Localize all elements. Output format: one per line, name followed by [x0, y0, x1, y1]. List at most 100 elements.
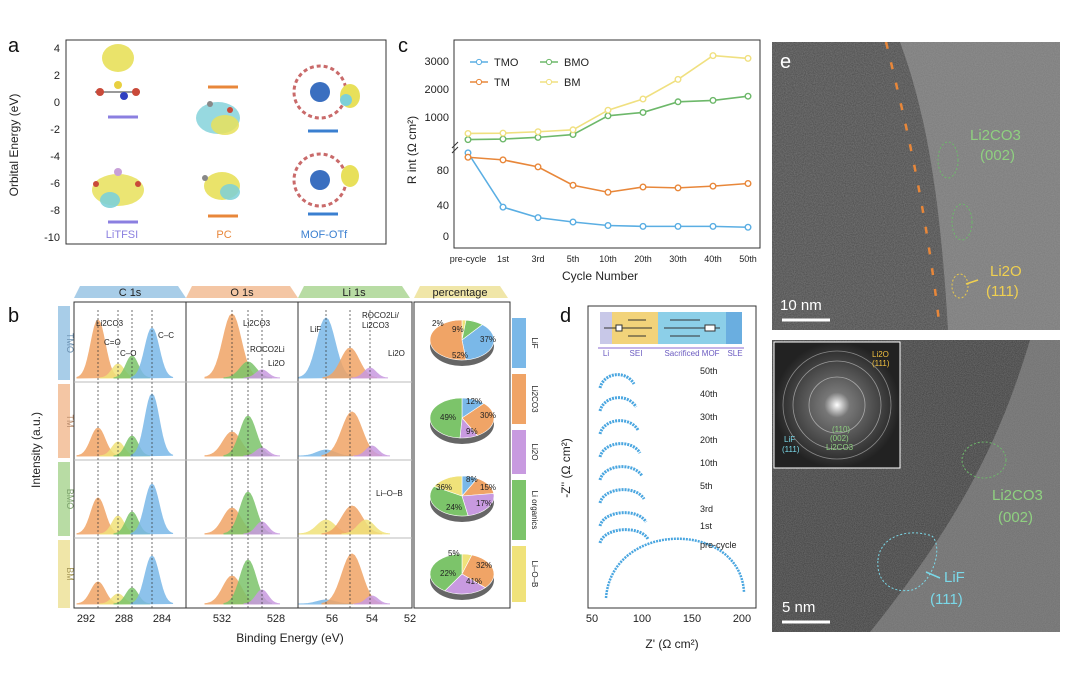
o-annot-roco2li: ROCO2Li — [250, 345, 285, 354]
c-axis-break — [451, 141, 459, 149]
c-point-bm — [674, 75, 682, 83]
header-o1s-tab — [186, 286, 298, 298]
litfsi-lumo-molecule — [95, 44, 140, 100]
pie-slice — [429, 397, 463, 439]
header-li1s: Li 1s — [342, 287, 366, 299]
row-tabs: TMO TM BMO BM — [58, 306, 75, 608]
c-lower-yticks: 80 40 0 — [437, 165, 449, 243]
legend-swatch-li-organics — [512, 480, 526, 540]
panel-label-c: c — [398, 35, 408, 57]
c-point-bmo — [744, 92, 752, 100]
a-ytick: -4 — [50, 151, 60, 163]
b-spectra-frame — [73, 301, 413, 609]
b-xtick: 532 — [213, 613, 231, 625]
f-label-lif: LiF — [944, 569, 965, 586]
b-xtick: 284 — [153, 613, 171, 625]
a-ytick: -10 — [44, 232, 60, 244]
c-point-tm — [674, 184, 682, 192]
legend-swatch-li2o — [512, 430, 526, 474]
d-cycle-label: pre-cycle — [700, 540, 737, 550]
c-upper-yticks: 3000 2000 1000 — [425, 56, 449, 124]
pc-homo-molecule — [202, 172, 240, 200]
nyquist-arc — [598, 465, 644, 481]
b-legend: LiF Li2CO3 Li2O Li organics Li–O–B — [512, 318, 539, 602]
b-xtick: 54 — [366, 613, 378, 625]
panel-label-d: d — [560, 305, 571, 327]
d-cycle-label: 30th — [700, 412, 718, 422]
c-xtick: pre-cycle — [450, 254, 487, 264]
d-cycle-label: 3rd — [700, 504, 713, 514]
panel-a-yticks: 4 2 0 -2 -4 -6 -8 -10 — [44, 43, 60, 244]
o-annot-li2co3: Li2CO3 — [243, 319, 271, 328]
c-xtick: 20th — [634, 254, 652, 264]
b-xtick: 288 — [115, 613, 133, 625]
d-ylabel: -Z'' (Ω cm²) — [559, 438, 573, 498]
pie-label: 8% — [466, 475, 478, 484]
f-inset-diffraction: Li2O (111) LiF (111) (110) (002) Li2CO3 — [773, 341, 901, 469]
c-legend-label: BM — [564, 77, 581, 89]
c-point-bm — [604, 106, 612, 114]
c-point-tmo — [674, 222, 682, 230]
e-arrow — [965, 279, 979, 285]
pie-label: 12% — [466, 397, 482, 406]
pie-slice — [429, 319, 467, 361]
pie-slice — [461, 324, 495, 361]
pie-slice — [461, 493, 495, 516]
d-cycle-label: 1st — [700, 521, 713, 531]
pie-slice — [429, 553, 463, 592]
circuit-label-sei: SEI — [630, 349, 643, 358]
f-inset-110: (110) — [832, 425, 850, 434]
litfsi-homo-molecule — [92, 168, 144, 208]
li-annot-li2o: Li2O — [388, 349, 405, 358]
f-inset-111b: (111) — [782, 445, 800, 454]
c-ytick: 2000 — [425, 84, 449, 96]
c-point-bm — [744, 54, 752, 62]
legend-lif: LiF — [530, 337, 539, 348]
nyquist-arc — [598, 488, 646, 504]
d-arcs — [598, 373, 746, 599]
a-ytick: -6 — [50, 178, 60, 190]
row-tab-tm — [58, 384, 70, 458]
panel-c-chart: 3000 2000 1000 80 40 0 R int (Ω cm²) Cyc… — [405, 39, 761, 283]
pie-slice — [461, 403, 495, 436]
row-tab-tmo — [58, 306, 70, 380]
e-label-111: (111) — [986, 283, 1019, 300]
c-point-tm — [709, 182, 717, 190]
c-point-tmo — [744, 223, 752, 231]
c-legend-marker — [545, 58, 553, 66]
legend-swatch-liob — [512, 546, 526, 602]
pie-slice — [444, 573, 486, 595]
b-xticks: 292 288 284 532 528 56 54 52 — [77, 613, 416, 625]
d-cycle-label: 20th — [700, 435, 718, 445]
c-point-tm — [744, 179, 752, 187]
e-sei-boundary — [884, 42, 942, 330]
pie-label: 52% — [452, 351, 468, 360]
pie-label: 5% — [448, 549, 460, 558]
c-legend-label: TMO — [494, 57, 519, 69]
c-point-bmo — [464, 136, 472, 144]
pie-label: 22% — [440, 569, 456, 578]
panel-label-b: b — [8, 305, 19, 327]
b-ylabel: Intensity (a.u.) — [29, 412, 43, 488]
panel-a-frame — [65, 39, 387, 245]
panel-a: 4 2 0 -2 -4 -6 -8 -10 Orbital Energy (eV… — [7, 39, 387, 245]
c-xtick: 40th — [704, 254, 722, 264]
c-ytick: 3000 — [425, 56, 449, 68]
c-annot-cc: C–C — [158, 331, 174, 340]
circuit-wires — [604, 319, 720, 337]
c-ytick: 80 — [437, 165, 449, 177]
a-ytick: -2 — [50, 124, 60, 136]
c-point-bm — [499, 129, 507, 137]
legend-li2co3: Li2CO3 — [530, 385, 539, 413]
nyquist-arc — [598, 511, 648, 527]
c-xlabel: Cycle Number — [562, 269, 638, 283]
li-annot-lif: LiF — [310, 325, 321, 334]
c-point-tmo — [569, 218, 577, 226]
c-point-bm — [709, 52, 717, 60]
a-ytick: 0 — [54, 97, 60, 109]
d-xtick: 150 — [683, 613, 701, 625]
pie-label: 9% — [452, 325, 464, 334]
b-xtick: 52 — [404, 613, 416, 625]
c-legend-marker — [545, 78, 553, 86]
